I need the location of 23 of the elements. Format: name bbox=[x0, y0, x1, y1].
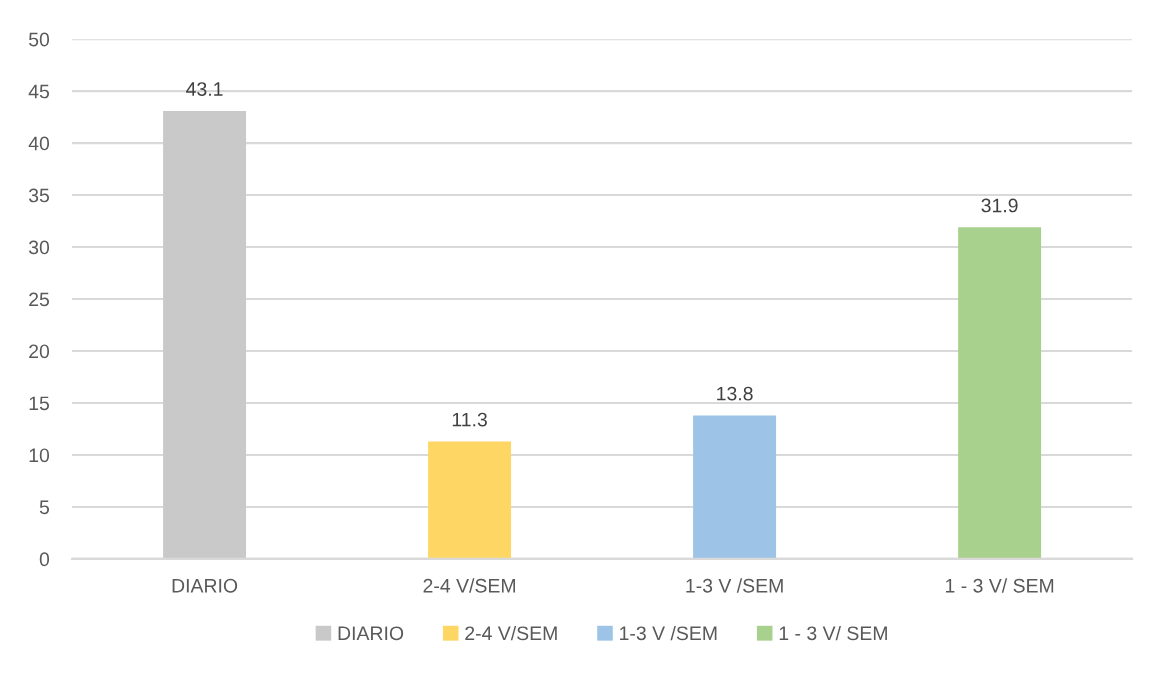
y-tick-label: 40 bbox=[28, 136, 50, 151]
y-tick-label: 25 bbox=[29, 292, 50, 307]
legend-label: 1-3 V /SEM bbox=[620, 625, 717, 641]
x-tick-label: DIARIO bbox=[172, 578, 238, 593]
data-label: 43.1 bbox=[186, 82, 223, 96]
legend-label: DIARIO bbox=[338, 626, 404, 641]
y-tick-label: 10 bbox=[29, 448, 50, 463]
y-tick-label: 0 bbox=[39, 552, 50, 567]
data-label: 13.8 bbox=[717, 386, 753, 401]
legend-label: 1 - 3 V/ SEM bbox=[779, 625, 887, 641]
y-tick-label: 20 bbox=[29, 344, 50, 359]
y-tick-label: 50 bbox=[28, 32, 50, 47]
data-label: 11.3 bbox=[452, 412, 487, 427]
y-tick-label: 30 bbox=[28, 240, 50, 255]
legend-label: 2-4 V/SEM bbox=[465, 625, 557, 641]
y-tick-label: 35 bbox=[28, 188, 50, 203]
y-tick-label: 15 bbox=[29, 396, 50, 411]
data-label: 31.9 bbox=[981, 198, 1018, 213]
x-tick-label: 1 - 3 V/ SEM bbox=[945, 578, 1054, 593]
x-tick-label: 2-4 V/SEM bbox=[423, 578, 515, 593]
y-tick-label: 5 bbox=[39, 500, 50, 515]
x-tick-label: 1-3 V /SEM bbox=[686, 578, 783, 593]
y-tick-label: 45 bbox=[28, 84, 50, 99]
